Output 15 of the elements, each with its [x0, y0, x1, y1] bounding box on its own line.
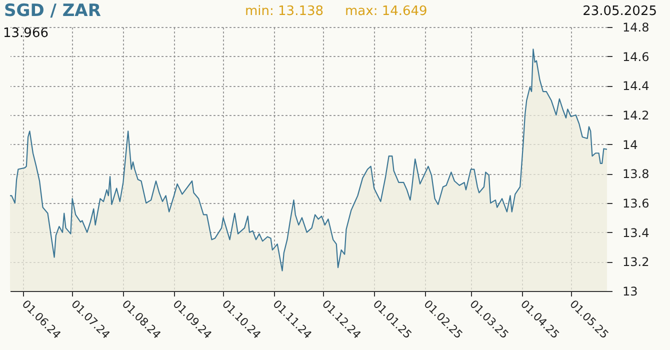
- y-tick-label: 14: [622, 138, 638, 152]
- text: min: 13.138: [245, 4, 324, 19]
- y-tick-label: 13.2: [622, 255, 650, 270]
- y-tick-label: 14.4: [622, 79, 650, 94]
- y-tick-label: 13.6: [622, 196, 650, 210]
- y-tick-label: 13.4: [622, 226, 650, 240]
- y-tick-label: 13.8: [622, 167, 650, 182]
- y-tick-label: 14.8: [622, 20, 650, 34]
- y-tick-label: 14.6: [622, 50, 650, 64]
- text: max: 14.649: [345, 4, 428, 19]
- y-tick-label: 14.2: [622, 108, 650, 122]
- y-tick-label: 13: [622, 284, 638, 298]
- text: 23.05.2025: [582, 4, 657, 19]
- annotation: 13.966: [3, 26, 48, 41]
- chart-title: SGD / ZAR: [4, 1, 101, 21]
